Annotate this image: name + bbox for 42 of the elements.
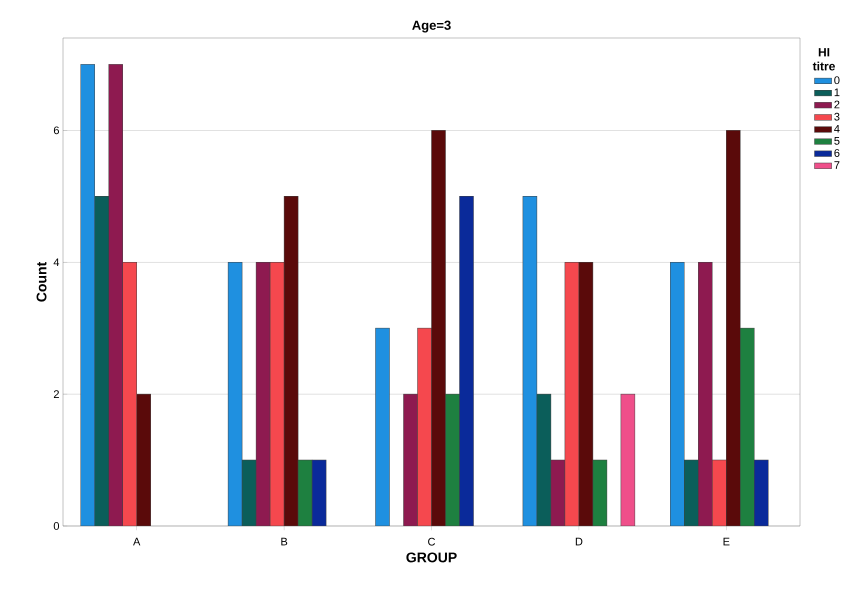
legend-label: 0 xyxy=(834,76,840,84)
x-tick-label: B xyxy=(281,538,288,546)
legend-title: HI titre xyxy=(812,48,835,70)
bar xyxy=(431,130,446,526)
y-tick-label: 0 xyxy=(54,522,60,530)
bar xyxy=(80,64,95,526)
bar xyxy=(256,262,270,526)
bar xyxy=(522,196,538,526)
legend-label: 1 xyxy=(834,88,840,96)
bar xyxy=(122,262,137,526)
bar xyxy=(284,196,298,526)
legend-label: 3 xyxy=(834,112,840,121)
legend-label: 6 xyxy=(834,149,840,157)
bar xyxy=(698,262,713,526)
x-axis-title: GROUP xyxy=(406,552,457,562)
y-tick-label: 2 xyxy=(54,390,59,398)
legend-label: 2 xyxy=(834,100,840,108)
bar xyxy=(136,394,151,526)
legend-label: 4 xyxy=(834,124,840,133)
x-tick-label: E xyxy=(724,538,730,546)
y-axis-title: Count xyxy=(36,262,46,302)
bar xyxy=(375,328,390,526)
bar xyxy=(670,262,685,526)
bar xyxy=(712,460,727,526)
bar xyxy=(417,328,432,526)
legend-label: 5 xyxy=(834,137,840,145)
chart-title: Age=3 xyxy=(412,20,451,32)
x-tick-label: D xyxy=(576,538,582,546)
x-tick-label: A xyxy=(133,538,140,546)
bar xyxy=(620,394,636,526)
bar xyxy=(550,460,566,526)
bar xyxy=(403,394,418,526)
y-tick-label: 4 xyxy=(54,258,60,266)
y-tick-label: 6 xyxy=(54,126,59,134)
bar xyxy=(270,262,284,526)
x-tick-label: C xyxy=(428,538,436,546)
bar xyxy=(578,262,594,526)
bar xyxy=(108,64,123,526)
legend-label: 7 xyxy=(834,161,840,169)
bar xyxy=(564,262,580,526)
bar xyxy=(228,262,242,526)
bar xyxy=(726,130,741,526)
